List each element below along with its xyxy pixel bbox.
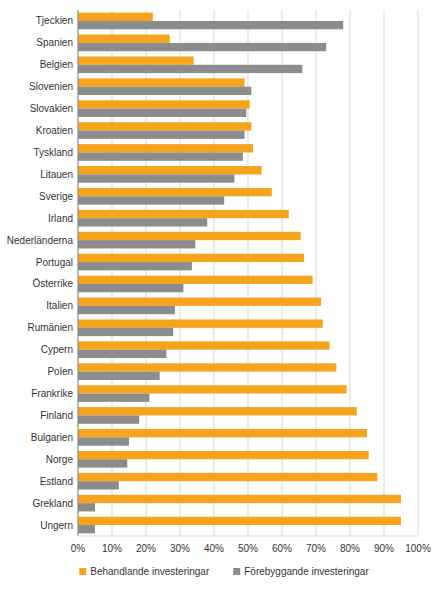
bar (78, 65, 302, 73)
bar (78, 35, 170, 43)
bar (78, 144, 253, 152)
bar (78, 196, 224, 204)
bar (78, 100, 250, 108)
bar (78, 363, 336, 371)
legend: Behandlande investeringar Förebyggande in… (79, 566, 369, 577)
category-label: Portugal (36, 257, 73, 268)
category-label: Sverige (39, 191, 73, 202)
bar (78, 394, 149, 402)
tick-label: 20% (136, 543, 156, 554)
category-label: Finland (40, 410, 73, 421)
bar (78, 276, 313, 284)
bar (78, 495, 401, 503)
bar (78, 210, 289, 218)
category-label: Österrike (32, 278, 73, 289)
bar (78, 328, 173, 336)
bar (78, 21, 343, 29)
category-label: Italien (46, 300, 73, 311)
bar (78, 254, 304, 262)
category-label: Irland (48, 213, 73, 224)
chart: 0% 10% 20% 30% 40% 50% 60% 70% 80% 90% 100% Tjeckie… (0, 0, 448, 590)
category-label: Polen (47, 366, 73, 377)
axis-line (78, 10, 79, 536)
tick-label: 100% (405, 543, 431, 554)
axis-line (78, 536, 418, 537)
category-label: Tyskland (34, 147, 73, 158)
bar (78, 319, 323, 327)
tick-label: 50% (238, 543, 258, 554)
bar (78, 429, 367, 437)
category-label: Nederländerna (7, 235, 74, 246)
legend-label: Förebyggande investeringar (244, 566, 369, 577)
bar (78, 284, 183, 292)
tick-label: 40% (204, 543, 224, 554)
legend-label: Behandlande investeringar (90, 566, 210, 577)
bar (78, 166, 262, 174)
bar (78, 122, 251, 130)
category-label: Ungern (40, 520, 73, 531)
bar (78, 298, 321, 306)
bar (78, 407, 357, 415)
bar (78, 152, 243, 160)
category-label: Litauen (40, 169, 73, 180)
bar (78, 306, 175, 314)
bar (78, 87, 251, 95)
bar (78, 262, 192, 270)
tick-label: 80% (340, 543, 360, 554)
category-label: Kroatien (36, 125, 73, 136)
category-label: Grekland (32, 498, 73, 509)
bar (78, 232, 301, 240)
bar (78, 415, 139, 423)
category-label: Norge (46, 454, 74, 465)
legend-swatch (233, 568, 240, 575)
category-label: Belgien (40, 59, 73, 70)
category-label: Cypern (41, 344, 73, 355)
tick-label: 10% (102, 543, 122, 554)
bar (78, 188, 272, 196)
category-label: Tjeckien (36, 15, 73, 26)
tick-label: 30% (170, 543, 190, 554)
bar (78, 372, 160, 380)
grid-line (418, 10, 419, 536)
tick-label: 90% (374, 543, 394, 554)
category-label: Spanien (36, 37, 73, 48)
tick-label: 60% (272, 543, 292, 554)
bar (78, 459, 127, 467)
bar (78, 56, 194, 64)
category-label: Rumänien (27, 322, 73, 333)
bar (78, 43, 326, 51)
bar (78, 109, 246, 117)
bar (78, 78, 245, 86)
tick-label: 0% (71, 543, 86, 554)
bar (78, 473, 377, 481)
bar (78, 350, 166, 358)
bar (78, 503, 95, 511)
category-label: Slovenien (29, 81, 73, 92)
legend-swatch (79, 568, 86, 575)
bar (78, 517, 401, 525)
grid-line (78, 10, 79, 536)
bar (78, 341, 330, 349)
bar (78, 525, 95, 533)
bar (78, 240, 195, 248)
bar (78, 13, 153, 21)
bar (78, 218, 207, 226)
category-label: Bulgarien (31, 432, 73, 443)
tick-label: 70% (306, 543, 326, 554)
grid-line (384, 10, 385, 536)
category-label: Frankrike (31, 388, 73, 399)
bar (78, 385, 347, 393)
bar (78, 451, 369, 459)
bar (78, 174, 234, 182)
bars (78, 13, 401, 534)
category-label: Estland (40, 476, 73, 487)
bar (78, 437, 129, 445)
category-label: Slovakien (30, 103, 73, 114)
bar (78, 481, 119, 489)
bar (78, 131, 245, 139)
